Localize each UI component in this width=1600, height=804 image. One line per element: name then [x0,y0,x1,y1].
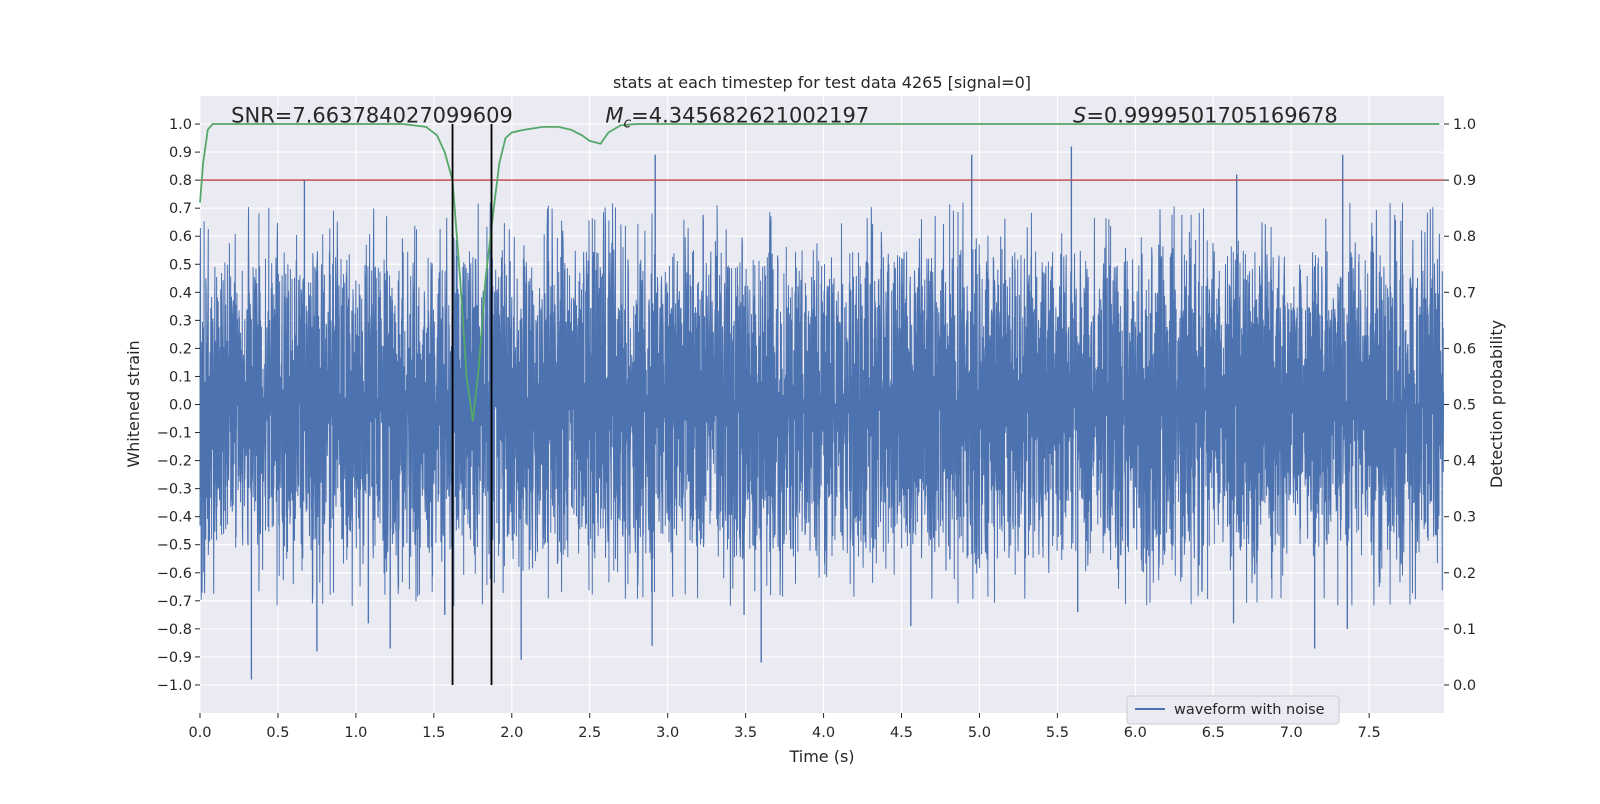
x-axis-label: Time (s) [788,747,854,766]
x-tick-label: 2.0 [500,725,523,741]
y-tick-label: 1.0 [169,117,192,133]
x-tick-label: 0.0 [188,725,211,741]
x-tick-label: 6.5 [1202,725,1225,741]
y-right-tick-label: 0.8 [1453,229,1476,245]
y-tick-label: −0.2 [157,454,192,470]
y-right-tick-label: 0.6 [1453,341,1476,357]
y-right-tick-label: 0.5 [1453,398,1476,414]
y-right-tick-label: 0.0 [1453,678,1476,694]
y-tick-label: 0.8 [169,173,192,189]
y-right-tick-label: 0.2 [1453,566,1476,582]
y-tick-label: −0.6 [157,566,192,582]
y-tick-label: −0.7 [157,594,192,610]
annotations: SNR=7.663784027099609 Mc=4.34568262100219… [231,103,1338,131]
stat-annotation: S=0.9999501705169678 [1073,103,1338,127]
y-axis-label: Whitened strain [124,340,143,467]
y-tick-label: 0.6 [169,229,192,245]
y-tick-label: −0.1 [157,426,192,442]
x-tick-label: 7.5 [1358,725,1381,741]
x-tick-label: 6.0 [1124,725,1147,741]
y-tick-label: 0.2 [169,341,192,357]
legend-label-waveform: waveform with noise [1174,702,1325,718]
x-tick-label: 5.0 [968,725,991,741]
y-tick-label: 0.4 [169,285,192,301]
y-tick-label: −0.9 [157,650,192,666]
x-tick-label: 4.5 [890,725,913,741]
y-tick-label: 0.7 [169,201,192,217]
stat-annotation: SNR=7.663784027099609 [231,103,513,127]
y-right-tick-label: 0.4 [1453,454,1476,470]
y-tick-label: 0.9 [169,145,192,161]
y-right-tick-label: 0.9 [1453,173,1476,189]
y-right-tick-label: 1.0 [1453,117,1476,133]
x-tick-label: 5.5 [1046,725,1069,741]
y-tick-label: −0.3 [157,482,192,498]
y-tick-label: 0.1 [169,369,192,385]
y-right-tick-label: 0.3 [1453,510,1476,526]
stat-annotation: Mc=4.345682621002197 [605,103,869,131]
y-right-tick-label: 0.7 [1453,285,1476,301]
x-tick-label: 3.0 [656,725,679,741]
y-tick-label: 0.3 [169,313,192,329]
x-tick-label: 1.0 [344,725,367,741]
x-tick-label: 4.0 [812,725,835,741]
y-tick-label: −0.8 [157,622,192,638]
chart-title: stats at each timestep for test data 426… [613,73,1031,92]
y-tick-label: 0.0 [169,398,192,414]
y-tick-label: −1.0 [157,678,192,694]
x-tick-label: 1.5 [422,725,445,741]
x-tick-label: 0.5 [266,725,289,741]
x-tick-label: 3.5 [734,725,757,741]
y-axis-right-label: Detection probability [1487,320,1506,488]
y-tick-label: 0.5 [169,257,192,273]
y-tick-label: −0.4 [157,510,192,526]
x-tick-label: 7.0 [1280,725,1303,741]
y-right-tick-label: 0.1 [1453,622,1476,638]
y-tick-label: −0.5 [157,538,192,554]
legend[interactable]: waveform with noise [1127,696,1339,724]
x-tick-label: 2.5 [578,725,601,741]
